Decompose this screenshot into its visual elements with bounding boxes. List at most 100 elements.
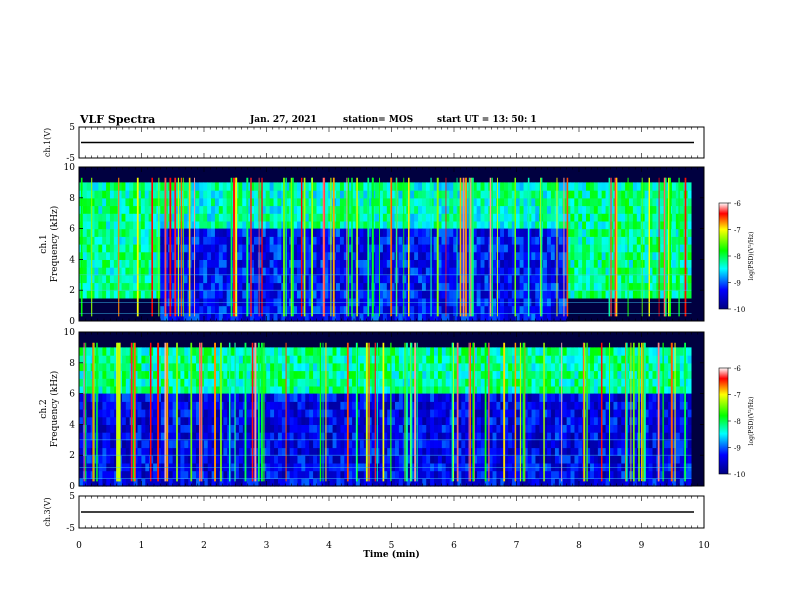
- ch1-spectrogram-cell: [207, 236, 212, 245]
- ch2-spectrogram-cell: [145, 470, 150, 479]
- ch1-spectrogram-cell: [125, 205, 130, 214]
- ch1-spectrogram-cell: [543, 236, 548, 245]
- ch1-spectrogram-cell: [441, 197, 447, 207]
- ch1-spectrogram-cell: [351, 267, 357, 276]
- ch1-spectrogram-cell: [511, 236, 517, 245]
- ch1-spectrogram-cell: [543, 297, 548, 307]
- ch1-spectrogram-cell: [609, 259, 614, 268]
- ch1-spectrogram-cell: [398, 267, 404, 276]
- ch1-spectrogram-cell: [445, 197, 450, 207]
- ch1-spectrogram-cell: [296, 190, 302, 199]
- ch1-spectrogram-cell: [363, 205, 368, 214]
- ch2-spectrogram-cell: [196, 347, 201, 356]
- ch1-spectrogram-cell: [238, 182, 243, 191]
- ch1-spectrogram-cell: [492, 259, 497, 268]
- ch1-spectrogram-cell: [472, 313, 478, 322]
- ch2-spectrogram-cell: [480, 362, 486, 372]
- ch2-spectrogram-cell: [313, 370, 318, 379]
- ch2-spectrogram-cell: [496, 370, 501, 379]
- ch2-spectrogram-cell: [254, 462, 260, 472]
- ch2-spectrogram-cell: [172, 470, 178, 479]
- ch1-spectrogram-cell: [687, 220, 693, 230]
- ch1-spectrogram-cell: [214, 267, 220, 276]
- ch1-spectrogram-cell: [226, 313, 232, 322]
- ch2-spectrogram-cell: [277, 385, 283, 395]
- ch2-spectrogram-cell: [531, 385, 537, 395]
- ch1-spectrogram-cell: [410, 290, 415, 299]
- ch1-spectrogram-cell: [242, 251, 247, 260]
- ch1-spectrogram-cell: [140, 197, 146, 207]
- ch1-spectrogram-cell: [390, 259, 396, 268]
- ch1-spectrogram-cell: [410, 251, 415, 260]
- ch2-spectrogram-cell: [391, 355, 396, 364]
- ch2-spectrogram-cell: [215, 378, 221, 387]
- ch1-spectrogram-cell: [336, 274, 341, 284]
- ch1-spectrogram-colorbar-tick-label: -10: [734, 306, 745, 314]
- ch1-spectrogram-cell: [418, 259, 423, 268]
- ch1-spectrogram-cell: [300, 282, 306, 291]
- ch1-spectrogram-cell: [296, 197, 302, 207]
- ch2-spectrogram-cell: [632, 362, 638, 372]
- ch1-spectrogram-cell: [398, 182, 404, 191]
- ch2-spectrogram-cell: [246, 409, 252, 418]
- ch1-spectrogram-cell: [316, 236, 322, 245]
- ch2-spectrogram-cell: [340, 455, 345, 464]
- ch1-spectrogram-cell: [593, 251, 599, 260]
- ch1-spectrogram-cell: [671, 267, 677, 276]
- ch2-spectrogram-cell: [238, 462, 244, 472]
- ch1-spectrogram-cell: [265, 297, 271, 307]
- ch2-spectrogram-cell: [371, 385, 377, 395]
- ch2-spectrogram-cell: [344, 409, 349, 418]
- ch1-spectrogram-cell: [90, 220, 96, 230]
- ch1-spectrogram-cell: [609, 213, 614, 222]
- ch1-spectrogram-cell: [195, 244, 200, 253]
- ch2-spectrogram-cell: [406, 385, 412, 395]
- ch1-spectrogram-cell: [300, 267, 306, 276]
- ch2-spectrogram-cell: [281, 347, 287, 356]
- ch1-spectrogram-cell: [441, 297, 447, 307]
- ch2-spectrogram-cell: [145, 355, 150, 364]
- ch1-spectrogram-cell: [304, 236, 310, 245]
- ch2-spectrogram-cell: [355, 378, 361, 387]
- ch2-spectrogram-cell: [211, 455, 217, 464]
- ch1-spectrogram-cell: [312, 251, 318, 260]
- ch2-spectrogram-cell: [504, 370, 509, 379]
- ch2-spectrogram-cell: [153, 393, 158, 402]
- ch1-spectrogram-cell: [300, 244, 306, 253]
- ch1-spectrogram-cell: [160, 236, 165, 245]
- ch2-spectrogram-cell: [348, 424, 353, 433]
- ch2-spectrogram-cell: [203, 416, 209, 425]
- ch2-spectrogram-cell: [340, 447, 345, 456]
- ch2-spectrogram-cell: [406, 378, 412, 387]
- ch2-spectrogram-cell: [328, 378, 334, 387]
- ch2-spectrogram-cell: [281, 424, 287, 433]
- ch1-spectrogram-cell: [285, 282, 290, 291]
- ch1-spectrogram-cell: [562, 205, 568, 214]
- ch1-spectrogram-cell: [191, 282, 197, 291]
- ch2-spectrogram-cell: [235, 378, 240, 387]
- ch2-spectrogram-cell: [465, 347, 470, 356]
- ch1-spectrogram-cell: [496, 244, 501, 253]
- ch2-spectrogram-cell: [106, 393, 111, 402]
- ch1-spectrogram-cell: [566, 290, 572, 299]
- ch1-spectrogram-cell: [137, 228, 142, 237]
- ch1-spectrogram-cell: [535, 259, 540, 268]
- ch1-spectrogram-cell: [687, 274, 693, 284]
- ch1-spectrogram-cell: [457, 190, 462, 199]
- ch1-spectrogram-cell: [191, 297, 197, 307]
- ch1-spectrogram-cell: [523, 259, 529, 268]
- ch1-spectrogram-cell: [433, 182, 439, 191]
- ch1-spectrogram-cell: [133, 282, 138, 291]
- ch1-spectrogram-cell: [605, 213, 611, 222]
- ch1-spectrogram-cell: [265, 259, 271, 268]
- ch2-spectrogram-cell: [305, 362, 310, 372]
- ch1-spectrogram-cell: [398, 282, 404, 291]
- ch1-spectrogram-cell: [82, 197, 88, 207]
- ch1-spectrogram-cell: [191, 220, 197, 230]
- ch1-spectrogram-cell: [597, 190, 603, 199]
- ch1-spectrogram-cell: [246, 228, 251, 237]
- ch1-spectrogram-cell: [137, 244, 142, 253]
- ch1-spectrogram-cell: [250, 228, 255, 237]
- ch1-spectrogram-cell: [293, 213, 298, 222]
- ch1-spectrogram-cell: [242, 220, 247, 230]
